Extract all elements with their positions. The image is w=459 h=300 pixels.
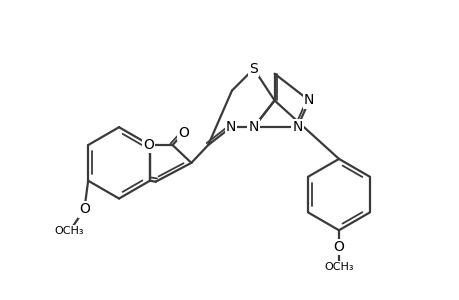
Text: OCH₃: OCH₃ <box>55 226 84 236</box>
Text: O: O <box>79 202 90 216</box>
Text: O: O <box>143 138 154 152</box>
Text: O: O <box>178 126 189 140</box>
Text: OCH₃: OCH₃ <box>324 262 353 272</box>
Text: N: N <box>291 120 302 134</box>
Text: N: N <box>303 94 314 107</box>
Text: N: N <box>248 120 258 134</box>
Text: S: S <box>249 62 257 76</box>
Text: N: N <box>225 120 235 134</box>
Text: O: O <box>333 240 344 254</box>
